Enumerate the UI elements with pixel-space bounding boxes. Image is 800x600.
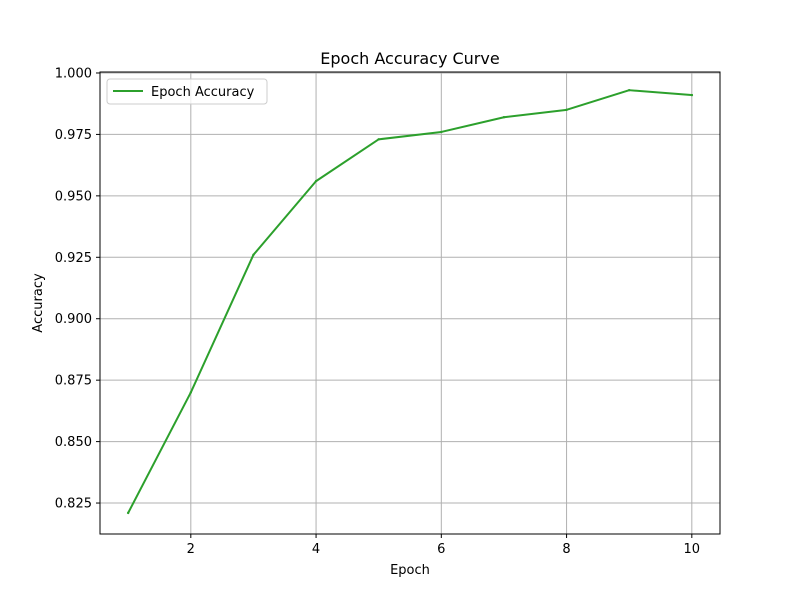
y-tick-label: 0.850: [55, 435, 92, 450]
y-tick-label: 0.925: [55, 251, 92, 266]
x-tick-label: 8: [562, 542, 570, 557]
data-point: [690, 93, 694, 97]
y-tick-label: 0.875: [55, 374, 92, 389]
chart-title: Epoch Accuracy Curve: [320, 49, 499, 68]
data-point: [126, 511, 130, 515]
plot-area: [100, 72, 720, 534]
data-point: [627, 88, 631, 92]
data-point: [502, 116, 506, 119]
legend-label: Epoch Accuracy: [151, 85, 255, 100]
data-point: [252, 253, 255, 257]
x-tick-label: 4: [312, 542, 320, 557]
data-point: [314, 179, 318, 183]
x-tick-label: 2: [187, 542, 195, 557]
x-tick-label: 10: [684, 542, 701, 557]
x-axis-title: Epoch: [390, 563, 430, 578]
series-line-0: [126, 89, 693, 515]
legend: Epoch Accuracy: [106, 78, 268, 105]
data-point: [565, 108, 568, 112]
x-tick-label: 6: [437, 542, 445, 557]
y-axis-title: Accuracy: [31, 273, 46, 333]
legend-box: [106, 78, 268, 105]
y-tick-label: 0.900: [55, 312, 92, 327]
series-layer: [126, 88, 694, 515]
y-tick-label: 0.825: [55, 497, 92, 512]
data-point: [189, 391, 193, 394]
plot-frame: [99, 71, 721, 535]
y-tick-label: 0.975: [55, 128, 92, 143]
data-point: [440, 130, 443, 134]
y-tick-label: 1.000: [55, 66, 92, 81]
y-axis-ticks: 0.825 0.850 0.875 0.900 0.925 0.950 0.975 1.000: [55, 66, 100, 512]
y-tick-label: 0.950: [55, 189, 92, 204]
data-point: [377, 138, 380, 141]
x-axis-ticks: 2 4 6 8 10: [187, 534, 700, 557]
grid-lines: [100, 72, 720, 534]
